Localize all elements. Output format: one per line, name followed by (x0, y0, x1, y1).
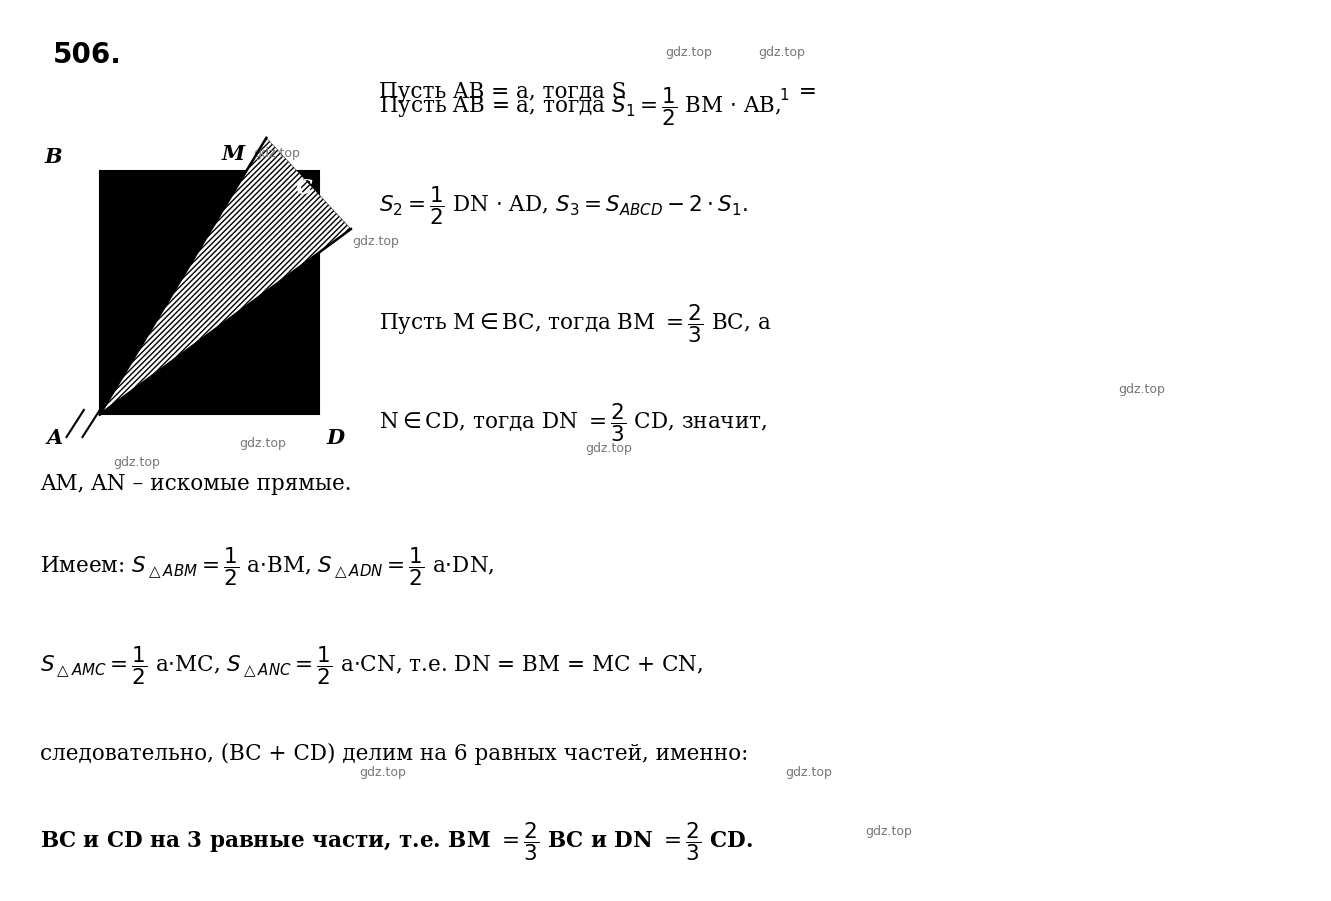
Text: C: C (297, 178, 313, 198)
Text: Пусть AB = a, тогда $S_1 = \dfrac{1}{2}$ BM $\cdot$ AB,: Пусть AB = a, тогда $S_1 = \dfrac{1}{2}$… (379, 86, 781, 128)
Text: gdz.top: gdz.top (353, 235, 399, 248)
Text: $S_2 = \dfrac{1}{2}$ DN $\cdot$ AD, $S_3 = S_{ABCD} - 2 \cdot S_1.$: $S_2 = \dfrac{1}{2}$ DN $\cdot$ AD, $S_3… (379, 185, 748, 227)
Polygon shape (100, 138, 351, 414)
Text: gdz.top: gdz.top (1118, 384, 1165, 396)
Text: N$\in$CD, тогда DN $= \dfrac{2}{3}$ CD, значит,: N$\in$CD, тогда DN $= \dfrac{2}{3}$ CD, … (379, 401, 768, 443)
Text: gdz.top: gdz.top (865, 825, 912, 838)
Text: gdz.top: gdz.top (666, 46, 712, 59)
Text: gdz.top: gdz.top (759, 46, 805, 59)
Text: Пусть M$\in$BC, тогда BM $= \dfrac{2}{3}$ BC, а: Пусть M$\in$BC, тогда BM $= \dfrac{2}{3}… (379, 302, 772, 344)
Text: =: = (792, 81, 824, 103)
Bar (100, 171, 319, 414)
Text: gdz.top: gdz.top (359, 767, 406, 779)
Text: B: B (45, 147, 63, 167)
Text: $_1$: $_1$ (779, 81, 789, 103)
Text: gdz.top: gdz.top (586, 442, 632, 455)
Text: M: M (221, 144, 245, 164)
Text: AM, AN – искомые прямые.: AM, AN – искомые прямые. (40, 473, 351, 495)
Text: gdz.top: gdz.top (785, 767, 832, 779)
Text: Имеем: $S_{\triangle ABM} = \dfrac{1}{2}$ а$\cdot$BM, $S_{\triangle ADN} = \dfra: Имеем: $S_{\triangle ABM} = \dfrac{1}{2}… (40, 545, 494, 587)
Text: D: D (326, 428, 345, 448)
Text: следовательно, (BC + CD) делим на 6 равных частей, именно:: следовательно, (BC + CD) делим на 6 равн… (40, 743, 748, 766)
Text: Пусть AB = a, тогда S: Пусть AB = a, тогда S (379, 81, 627, 103)
Text: A: A (47, 428, 63, 448)
Text: gdz.top: gdz.top (113, 456, 160, 469)
Text: 506.: 506. (53, 41, 122, 68)
Text: $S_{\triangle AMC} = \dfrac{1}{2}$ а$\cdot$MC, $S_{\triangle ANC} = \dfrac{1}{2}: $S_{\triangle AMC} = \dfrac{1}{2}$ а$\cd… (40, 644, 703, 687)
Text: gdz.top: gdz.top (253, 148, 299, 160)
Text: gdz.top: gdz.top (240, 438, 286, 450)
Text: BC и CD на 3 равные части, т.е. BM $=\dfrac{2}{3}$ BC и DN $=\dfrac{2}{3}$ CD.: BC и CD на 3 равные части, т.е. BM $=\df… (40, 820, 753, 862)
Text: N: N (335, 242, 354, 262)
